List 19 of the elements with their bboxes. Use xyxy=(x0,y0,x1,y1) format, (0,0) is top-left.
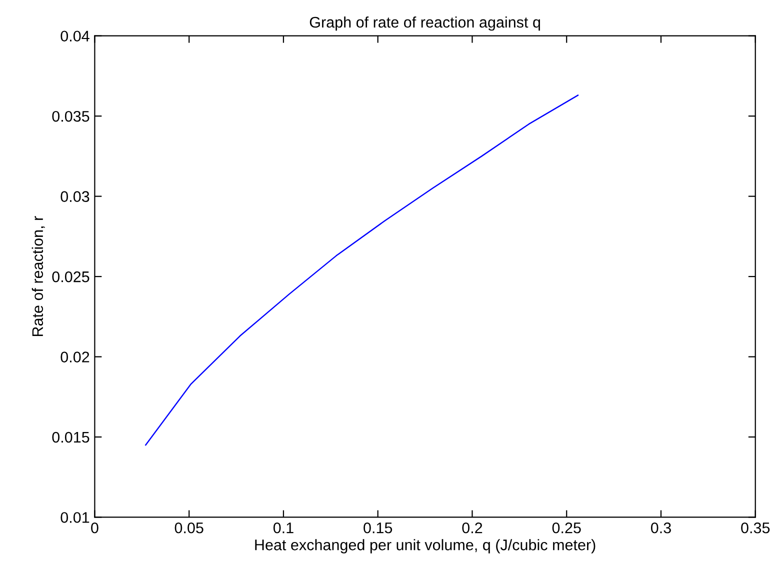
y-axis-title: Rate of reaction, r xyxy=(32,216,45,336)
x-tick-label: 0 xyxy=(91,522,98,534)
y-tick-label: 0.025 xyxy=(52,271,90,282)
x-tick-label: 0.05 xyxy=(174,522,204,534)
y-tick-label: 0.01 xyxy=(60,512,90,523)
line-series xyxy=(145,94,579,446)
x-tick-label: 0.3 xyxy=(650,522,671,534)
chart-title: Graph of rate of reaction against q xyxy=(310,16,540,31)
y-tick-label: 0.04 xyxy=(60,30,90,42)
x-tick-label: 0.25 xyxy=(552,522,581,534)
x-tick-label: 0.15 xyxy=(364,522,392,534)
x-tick-label: 0.35 xyxy=(741,522,770,534)
x-tick-label: 0.1 xyxy=(273,522,294,534)
y-tick-label: 0.035 xyxy=(52,110,90,122)
y-tick-label: 0.02 xyxy=(60,352,90,362)
y-tick-label: 0.015 xyxy=(52,432,90,443)
x-axis-title: Heat exchanged per unit volume, q (J/cubic meter) xyxy=(255,539,596,554)
x-tick-label: 0.2 xyxy=(462,522,482,534)
y-tick-label: 0.03 xyxy=(60,191,90,202)
